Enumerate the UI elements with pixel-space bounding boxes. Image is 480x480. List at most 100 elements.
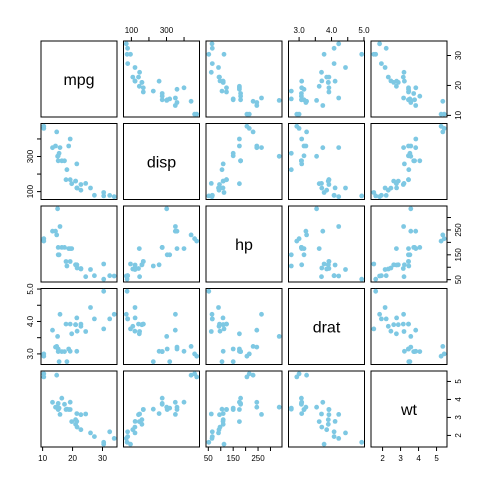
- data-point: [68, 322, 73, 327]
- data-point: [379, 317, 384, 322]
- data-point: [391, 322, 396, 327]
- tick-label: 5.0: [26, 283, 35, 295]
- data-point: [412, 158, 417, 163]
- panel-frame: [371, 41, 447, 117]
- data-point: [401, 312, 406, 317]
- data-point: [297, 236, 302, 241]
- data-point: [333, 79, 338, 84]
- data-point: [66, 144, 71, 149]
- data-point: [389, 79, 394, 84]
- data-point: [189, 344, 194, 349]
- data-point: [259, 145, 264, 150]
- panel-drat-vs-wt: [371, 289, 447, 365]
- panel-frame: [371, 124, 447, 200]
- data-point: [254, 400, 259, 405]
- data-point: [220, 407, 225, 412]
- data-point: [440, 130, 445, 135]
- left-axis-drat: 3.04.05.0: [26, 283, 41, 360]
- data-point: [336, 412, 341, 417]
- data-point: [408, 359, 413, 364]
- data-point: [220, 89, 225, 94]
- data-point: [175, 405, 180, 410]
- data-point: [210, 46, 215, 51]
- data-point: [277, 334, 282, 339]
- data-point: [137, 246, 142, 251]
- panel-disp-vs-disp: disp: [124, 124, 200, 200]
- data-point: [332, 46, 337, 51]
- data-point: [394, 246, 399, 251]
- data-point: [128, 442, 133, 447]
- data-point: [101, 442, 106, 447]
- data-point: [394, 316, 399, 321]
- data-point: [101, 289, 106, 294]
- data-point: [373, 277, 378, 282]
- data-point: [125, 273, 130, 278]
- tick-label: 100: [125, 26, 139, 35]
- data-point: [314, 98, 319, 103]
- data-point: [151, 359, 156, 364]
- data-point: [62, 402, 67, 407]
- data-point: [141, 407, 146, 412]
- data-point: [406, 167, 411, 172]
- data-point: [394, 186, 399, 191]
- data-point: [324, 427, 329, 432]
- data-point: [411, 91, 416, 96]
- data-point: [79, 322, 84, 327]
- data-point: [68, 349, 73, 354]
- data-point: [299, 79, 304, 84]
- data-point: [157, 262, 162, 267]
- data-point: [389, 329, 394, 334]
- data-point: [327, 177, 332, 182]
- data-point: [136, 75, 141, 80]
- data-point: [107, 193, 112, 198]
- data-point: [74, 263, 79, 268]
- data-point: [101, 262, 106, 267]
- data-point: [371, 190, 376, 195]
- data-point: [383, 186, 388, 191]
- panel-wt-vs-mpg: [41, 371, 117, 447]
- data-point: [125, 429, 130, 434]
- data-point: [209, 181, 214, 186]
- data-point: [401, 75, 406, 80]
- data-point: [68, 137, 73, 142]
- panel-drat-vs-mpg: [41, 289, 117, 365]
- data-point: [402, 70, 407, 75]
- data-point: [377, 312, 382, 317]
- data-point: [247, 126, 252, 131]
- data-point: [332, 273, 337, 278]
- tick-label: 5: [454, 379, 463, 384]
- panel-frame: [41, 206, 117, 282]
- data-point: [277, 154, 282, 159]
- data-point: [56, 245, 61, 250]
- data-point: [221, 162, 226, 167]
- data-point: [406, 264, 411, 269]
- data-point: [302, 97, 307, 102]
- data-point: [440, 233, 445, 238]
- data-point: [401, 96, 406, 101]
- data-point: [277, 405, 282, 410]
- tick-label: 300: [160, 26, 174, 35]
- data-point: [417, 94, 422, 99]
- data-point: [406, 246, 411, 251]
- data-point: [160, 91, 165, 96]
- data-point: [237, 137, 242, 142]
- panel-mpg-vs-mpg: mpg: [41, 41, 117, 117]
- data-point: [251, 344, 256, 349]
- data-point: [50, 229, 55, 234]
- data-point: [83, 181, 88, 186]
- data-point: [304, 233, 309, 238]
- data-point: [320, 145, 325, 150]
- data-point: [173, 229, 178, 234]
- data-point: [216, 305, 221, 310]
- data-point: [58, 224, 63, 229]
- data-point: [359, 440, 364, 445]
- data-point: [386, 324, 391, 329]
- data-point: [216, 431, 221, 436]
- data-point: [133, 431, 138, 436]
- bottom-axis-mpg: 10 20 30: [38, 447, 107, 463]
- data-point: [192, 352, 197, 357]
- data-point: [317, 181, 322, 186]
- data-point: [359, 277, 364, 282]
- panel-frame: [371, 206, 447, 282]
- data-point: [160, 401, 165, 406]
